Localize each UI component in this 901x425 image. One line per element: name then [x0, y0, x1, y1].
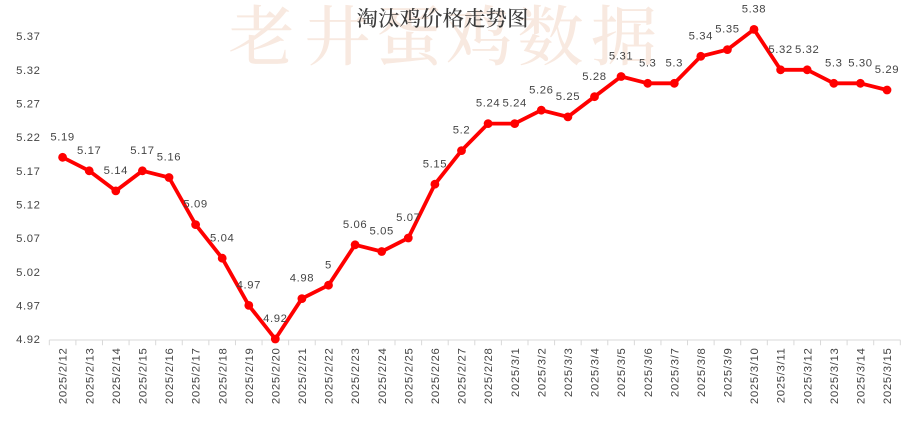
- svg-text:5.32: 5.32: [768, 44, 792, 56]
- svg-text:5.37: 5.37: [16, 31, 40, 43]
- svg-text:5.14: 5.14: [104, 165, 128, 177]
- svg-text:2025/3/13: 2025/3/13: [829, 348, 841, 405]
- svg-text:2025/3/6: 2025/3/6: [643, 348, 655, 398]
- svg-text:5.17: 5.17: [77, 145, 101, 157]
- svg-text:2025/2/18: 2025/2/18: [217, 348, 229, 405]
- svg-text:2025/3/10: 2025/3/10: [749, 348, 761, 405]
- svg-text:5.26: 5.26: [529, 84, 553, 96]
- svg-text:2025/3/12: 2025/3/12: [802, 348, 814, 405]
- svg-text:2025/2/27: 2025/2/27: [457, 348, 469, 405]
- svg-text:2025/2/22: 2025/2/22: [324, 348, 336, 405]
- svg-text:5.2: 5.2: [453, 125, 471, 137]
- svg-text:4.98: 4.98: [290, 273, 314, 285]
- svg-text:2025/3/15: 2025/3/15: [882, 348, 894, 405]
- svg-text:5: 5: [325, 259, 332, 271]
- svg-text:2025/2/21: 2025/2/21: [297, 348, 309, 405]
- svg-text:2025/3/11: 2025/3/11: [776, 348, 788, 404]
- svg-text:5.19: 5.19: [50, 131, 74, 143]
- svg-text:2025/3/4: 2025/3/4: [590, 348, 602, 398]
- svg-text:5.27: 5.27: [16, 99, 40, 111]
- svg-text:2025/2/25: 2025/2/25: [403, 348, 415, 405]
- svg-text:2025/3/1: 2025/3/1: [510, 348, 522, 398]
- svg-text:2025/2/13: 2025/2/13: [84, 348, 96, 405]
- svg-text:5.09: 5.09: [183, 199, 207, 211]
- svg-text:5.15: 5.15: [423, 158, 447, 170]
- svg-text:5.17: 5.17: [16, 166, 40, 178]
- svg-text:2025/2/12: 2025/2/12: [58, 348, 70, 405]
- svg-text:2025/3/9: 2025/3/9: [723, 348, 735, 398]
- svg-text:5.28: 5.28: [582, 71, 606, 83]
- svg-text:2025/3/2: 2025/3/2: [536, 348, 548, 398]
- svg-text:5.06: 5.06: [343, 219, 367, 231]
- svg-text:4.97: 4.97: [16, 301, 40, 313]
- svg-text:5.32: 5.32: [16, 65, 40, 77]
- svg-text:5.05: 5.05: [370, 226, 394, 238]
- svg-text:2025/3/14: 2025/3/14: [856, 348, 868, 405]
- svg-text:5.3: 5.3: [666, 57, 684, 69]
- svg-text:2025/2/16: 2025/2/16: [164, 348, 176, 405]
- svg-text:2025/2/24: 2025/2/24: [377, 348, 389, 405]
- svg-text:5.07: 5.07: [396, 212, 420, 224]
- svg-text:2025/2/23: 2025/2/23: [350, 348, 362, 405]
- svg-text:5.32: 5.32: [795, 44, 819, 56]
- svg-text:5.25: 5.25: [556, 91, 580, 103]
- svg-text:5.30: 5.30: [848, 57, 872, 69]
- svg-text:2025/3/8: 2025/3/8: [696, 348, 708, 398]
- svg-text:5.3: 5.3: [639, 57, 657, 69]
- svg-text:4.92: 4.92: [263, 313, 287, 325]
- svg-text:5.16: 5.16: [157, 152, 181, 164]
- svg-text:5.07: 5.07: [16, 233, 40, 245]
- svg-text:2025/2/19: 2025/2/19: [244, 348, 256, 405]
- svg-text:5.38: 5.38: [742, 4, 766, 16]
- svg-text:4.92: 4.92: [16, 334, 40, 346]
- svg-text:2025/2/15: 2025/2/15: [138, 348, 150, 405]
- svg-text:5.35: 5.35: [715, 24, 739, 36]
- svg-text:5.02: 5.02: [16, 267, 40, 279]
- svg-text:2025/2/26: 2025/2/26: [430, 348, 442, 405]
- svg-text:2025/3/5: 2025/3/5: [616, 348, 628, 398]
- svg-text:5.24: 5.24: [476, 98, 500, 110]
- svg-text:2025/3/3: 2025/3/3: [563, 348, 575, 398]
- svg-text:2025/3/7: 2025/3/7: [669, 348, 681, 398]
- svg-text:4.97: 4.97: [237, 280, 261, 292]
- svg-text:2025/2/17: 2025/2/17: [191, 348, 203, 405]
- svg-text:2025/2/14: 2025/2/14: [111, 348, 123, 405]
- svg-text:5.29: 5.29: [875, 64, 899, 76]
- svg-text:5.12: 5.12: [16, 200, 40, 212]
- svg-text:5.24: 5.24: [503, 98, 527, 110]
- svg-text:5.3: 5.3: [825, 57, 843, 69]
- svg-text:2025/2/20: 2025/2/20: [270, 348, 282, 405]
- svg-text:5.34: 5.34: [689, 30, 713, 42]
- svg-text:5.22: 5.22: [16, 132, 40, 144]
- svg-text:5.04: 5.04: [210, 232, 234, 244]
- svg-text:5.17: 5.17: [130, 145, 154, 157]
- svg-text:5.31: 5.31: [609, 51, 633, 63]
- svg-text:2025/2/28: 2025/2/28: [483, 348, 495, 405]
